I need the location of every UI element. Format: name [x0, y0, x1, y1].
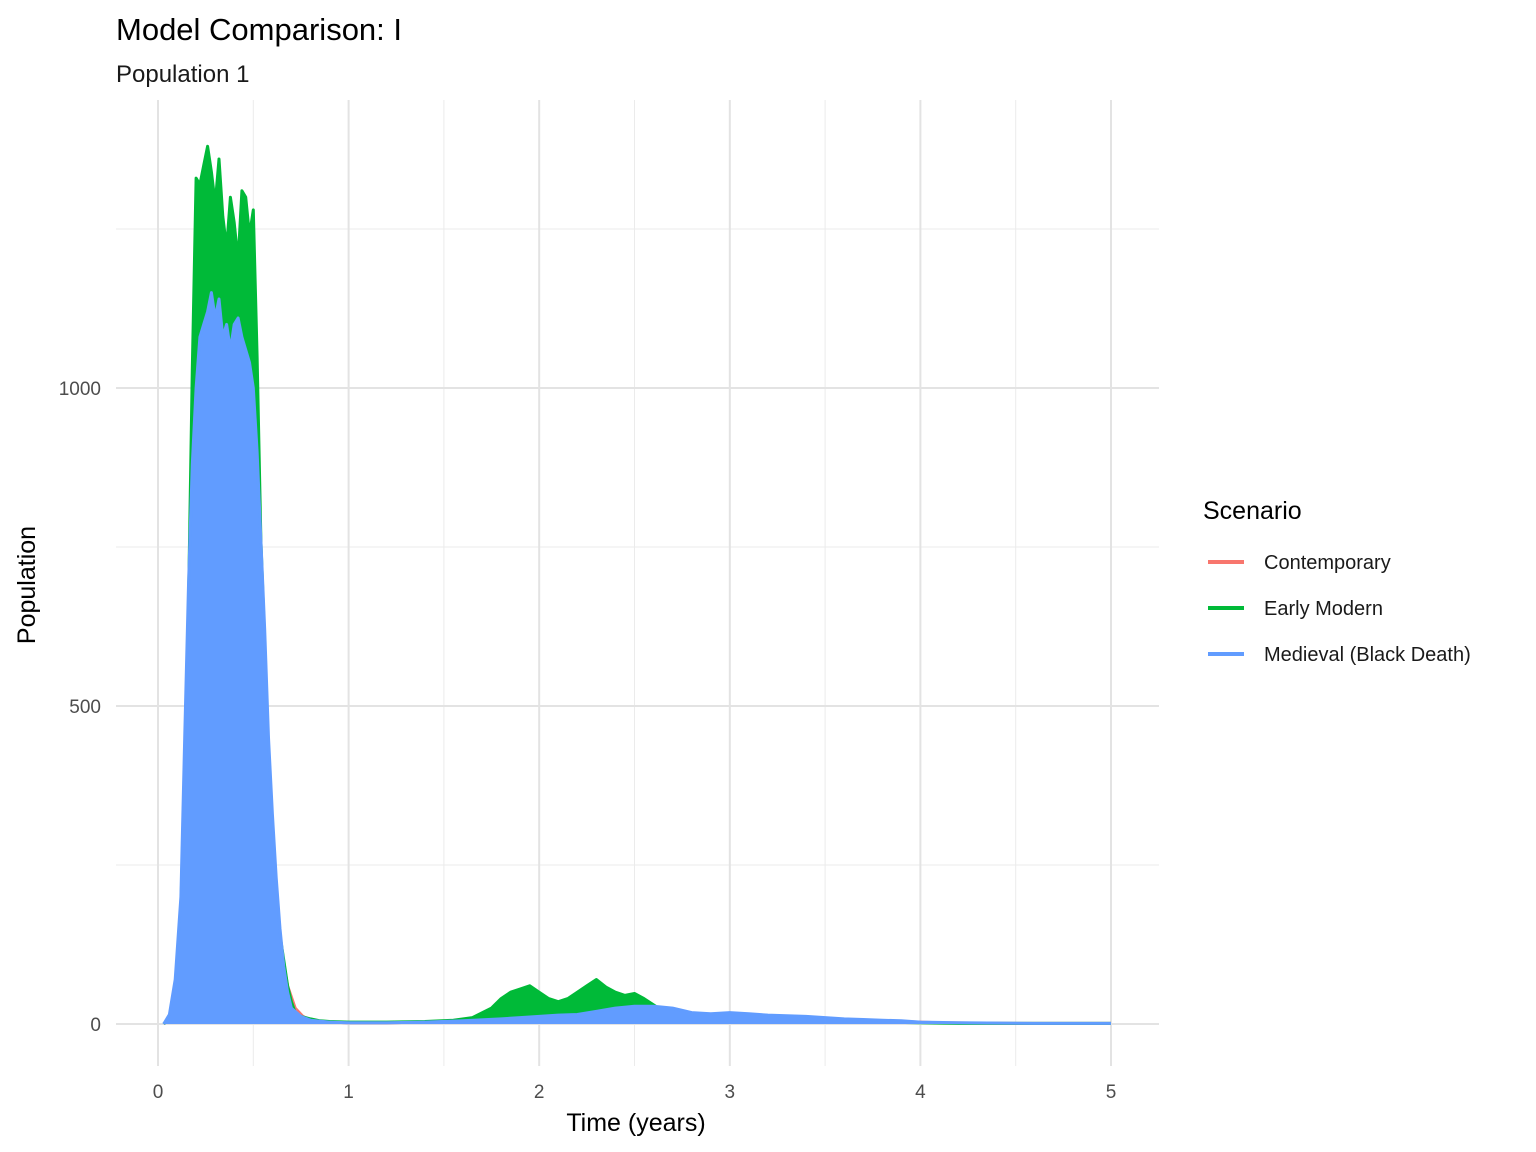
series-area	[163, 273, 1111, 1024]
series-line	[162, 291, 1111, 1025]
series-layer	[162, 144, 1111, 1026]
major-gridlines	[116, 100, 1159, 1066]
series-0	[162, 272, 1111, 1026]
chart-subtitle: Population 1	[116, 61, 249, 88]
y-tick-label: 1000	[59, 379, 101, 400]
series-2	[162, 291, 1111, 1025]
x-tick-label: 4	[915, 1082, 926, 1103]
series-area	[163, 146, 1111, 1025]
legend-label: Medieval (Black Death)	[1264, 644, 1471, 666]
x-tick-label: 2	[534, 1082, 545, 1103]
y-tick-label: 0	[90, 1015, 101, 1036]
y-tick-label: 500	[69, 697, 101, 718]
x-tick-label: 1	[343, 1082, 354, 1103]
y-axis-title: Population	[13, 526, 41, 644]
x-axis-title: Time (years)	[566, 1109, 705, 1137]
series-line	[162, 272, 1111, 1026]
series-area	[163, 292, 1111, 1025]
series-1	[162, 144, 1111, 1025]
legend-label: Early Modern	[1264, 598, 1383, 620]
chart-title: Model Comparison: I	[116, 12, 402, 47]
legend: Scenario Contemporary Early Modern Medieva…	[1203, 497, 1471, 666]
minor-gridlines	[116, 100, 1159, 1066]
x-tick-label: 5	[1106, 1082, 1117, 1103]
series-line	[162, 144, 1111, 1025]
y-axis-ticks: 0 500 1000	[59, 379, 101, 1036]
legend-title: Scenario	[1203, 497, 1302, 525]
legend-label: Contemporary	[1264, 552, 1391, 574]
x-tick-label: 0	[153, 1082, 164, 1103]
x-axis-ticks: 0 1 2 3 4 5	[153, 1082, 1117, 1103]
x-tick-label: 3	[725, 1082, 736, 1103]
